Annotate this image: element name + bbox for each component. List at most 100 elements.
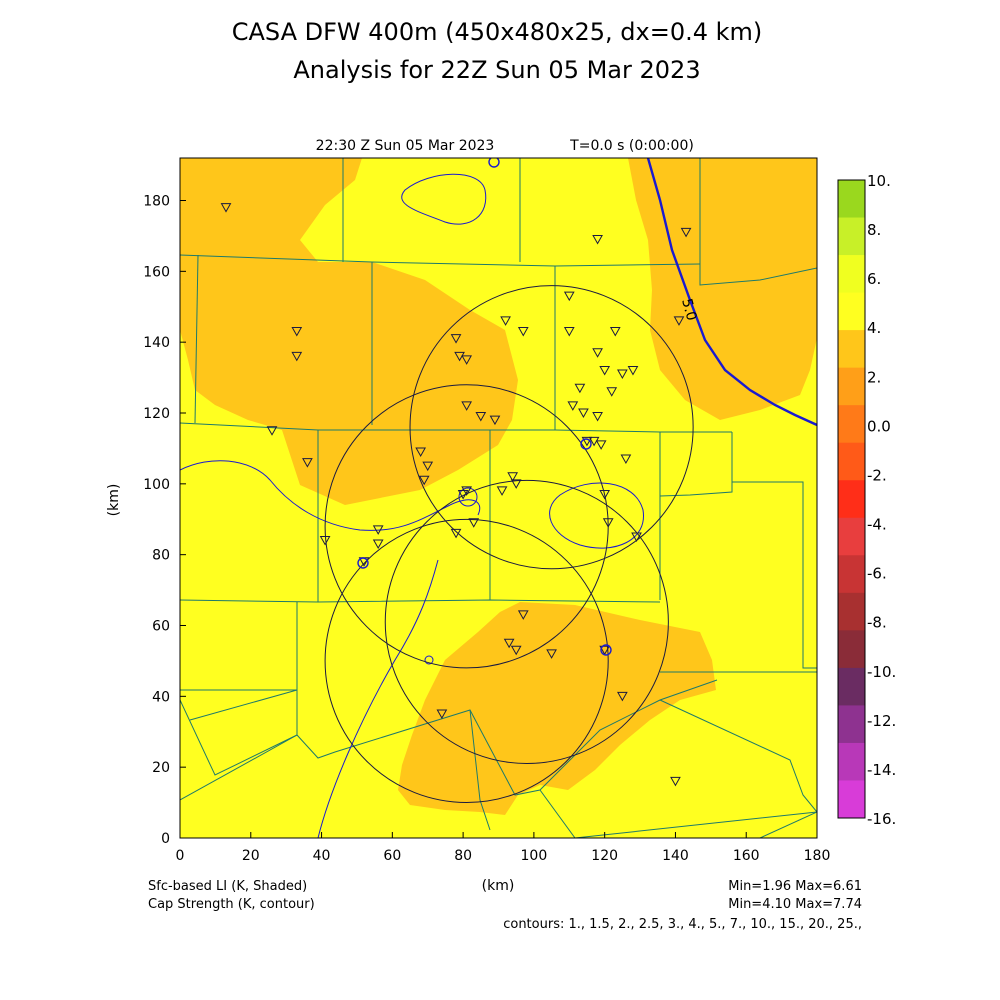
y-axis: 0 20 40 60 80 100 120 140 160 180: [143, 194, 186, 847]
station-marker: [500, 316, 511, 326]
y-tick-label: 20: [152, 760, 170, 776]
x-axis-label: (km): [482, 878, 515, 894]
station-marker: [670, 776, 681, 787]
station-marker: [581, 436, 593, 447]
contour-min-max: Min=4.10 Max=7.74: [728, 897, 862, 912]
y-tick-label: 180: [143, 194, 170, 210]
colorbar-label: 2.: [867, 368, 881, 386]
colorbar-swatch: [838, 780, 865, 819]
shaded-region-northeast: [628, 158, 817, 420]
station-marker: [517, 610, 529, 620]
colorbar-swatch: [838, 742, 865, 781]
station-markers: [220, 203, 692, 787]
colorbar-swatch: [838, 442, 865, 481]
colorbar-swatch: [838, 405, 865, 444]
colorbar-swatch: [838, 592, 865, 631]
forecast-time: T=0.0 s (0:00:00): [569, 138, 694, 154]
colorbar-swatch: [838, 517, 865, 556]
y-axis-label: (km): [106, 484, 122, 517]
station-marker: [266, 426, 278, 436]
colorbar-swatch: [838, 217, 865, 256]
shaded-region-northwest: [180, 158, 518, 505]
station-marker: [507, 472, 519, 482]
radar-range-ring: [384, 479, 669, 765]
station-marker: [450, 334, 462, 344]
colorbar-label: -4.: [867, 516, 887, 534]
colorbar-label: 0.0: [867, 417, 891, 435]
x-tick-label: 140: [662, 848, 689, 864]
station-marker: [418, 475, 430, 486]
x-axis: 0 20 40 60 80 100 120 140 160 180: [176, 832, 831, 864]
station-marker: [599, 645, 611, 656]
x-tick-label: 160: [733, 848, 760, 864]
y-tick-label: 40: [152, 689, 170, 705]
x-tick-label: 80: [454, 848, 472, 864]
colorbar-swatch: [838, 292, 865, 331]
chart-subtitle: Analysis for 22Z Sun 05 Mar 2023: [293, 56, 700, 84]
station-marker: [595, 440, 607, 450]
colorbar-swatch: [838, 255, 865, 293]
station-marker: [606, 387, 618, 397]
y-tick-label: 0: [161, 831, 170, 847]
x-tick-label: 0: [176, 848, 185, 864]
station-marker: [609, 327, 621, 337]
station-marker: [563, 327, 575, 337]
station-marker: [372, 525, 384, 535]
x-tick-label: 120: [591, 848, 618, 864]
shaded-region-south: [398, 602, 716, 815]
plot-frame: [179, 157, 818, 839]
colorbar-label: -16.: [867, 810, 896, 828]
station-marker: [496, 486, 508, 496]
station-marker: [617, 691, 628, 702]
station-marker: [291, 327, 303, 337]
station-marker: [475, 412, 487, 422]
station-marker: [422, 461, 434, 472]
station-marker: [450, 528, 462, 539]
colorbar-label: 10.: [867, 172, 891, 190]
colorbar-swatch: [838, 330, 865, 369]
station-marker: [220, 203, 232, 213]
station-marker: [592, 234, 603, 245]
station-marker: [461, 401, 473, 411]
plot-area: 5.0: [180, 158, 817, 838]
station-marker: [510, 645, 522, 656]
station-marker: [546, 649, 557, 659]
station-marker: [631, 532, 642, 542]
x-tick-label: 180: [804, 848, 831, 864]
shaded-min-max: Min=1.96 Max=6.61: [728, 879, 862, 894]
y-tick-label: 80: [152, 548, 170, 564]
colorbar-swatch: [838, 555, 865, 594]
station-marker: [461, 486, 473, 496]
valid-time: 22:30 Z Sun 05 Mar 2023: [316, 138, 495, 154]
station-marker: [592, 412, 603, 422]
colorbar: 10. 8. 6. 4. 2. 0.0 -2. -4. -6. -8. -10. -12. -14. -1…: [837, 172, 896, 828]
x-tick-label: 40: [313, 848, 331, 864]
station-marker: [673, 316, 685, 326]
station-marker: [592, 348, 603, 358]
shaded-field-label: Sfc-based LI (K, Shaded): [148, 879, 307, 894]
radar-rings: [324, 285, 694, 803]
station-marker: [599, 489, 611, 500]
station-marker: [415, 447, 426, 457]
station-marker: [454, 351, 465, 362]
station-marker: [302, 458, 313, 468]
station-marker: [574, 383, 586, 394]
station-marker: [372, 539, 384, 550]
colorbar-frame: [837, 179, 866, 819]
colorbar-label: -8.: [867, 614, 887, 632]
radar-range-ring: [324, 518, 609, 803]
station-marker: [503, 638, 515, 649]
county-borders: [180, 158, 817, 838]
station-marker: [291, 351, 303, 362]
station-marker: [563, 291, 575, 302]
contour-field-label: Cap Strength (K, contour): [148, 897, 315, 912]
y-tick-label: 60: [152, 619, 170, 635]
station-marker: [627, 366, 639, 376]
station-marker: [620, 454, 632, 465]
contour-5-line: [646, 158, 817, 427]
station-marker: [517, 327, 529, 337]
colorbar-label: 4.: [867, 319, 881, 337]
station-marker: [468, 518, 480, 528]
station-marker: [578, 408, 589, 419]
